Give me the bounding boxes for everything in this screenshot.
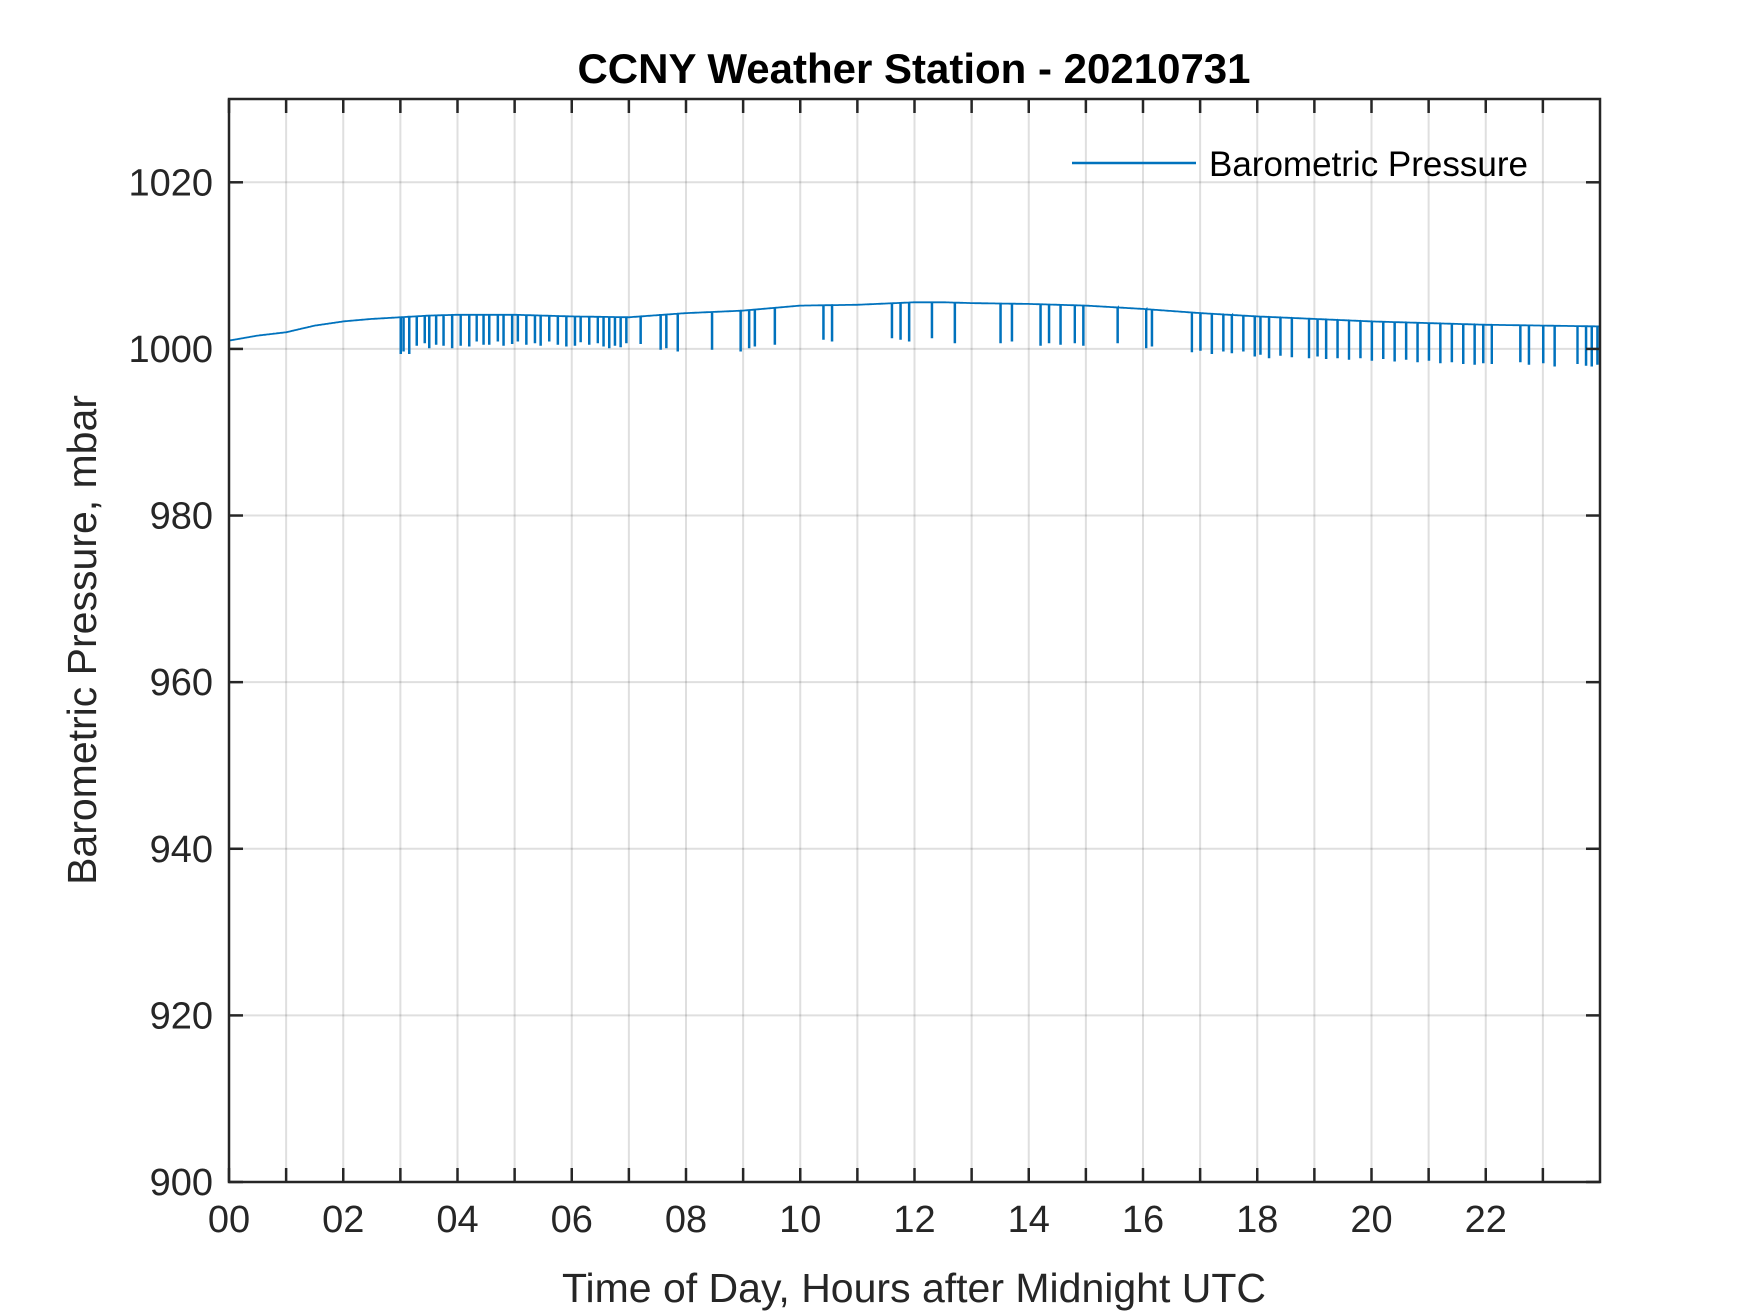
y-tick-label: 940	[150, 829, 213, 871]
y-tick-label: 1020	[128, 162, 213, 204]
tick-layer	[227, 99, 1600, 1184]
x-tick-label: 06	[551, 1199, 593, 1241]
x-tick-label: 22	[1465, 1199, 1507, 1241]
x-axis-title: Time of Day, Hours after Midnight UTC	[562, 1265, 1266, 1311]
x-tick-label: 08	[665, 1199, 707, 1241]
x-tick-label: 04	[436, 1199, 478, 1241]
legend: Barometric Pressure	[1072, 145, 1528, 184]
label-layer: 00 02 04 06 08 10 12 14 16 18 20 22 900 920 940 960 980 1…	[128, 162, 1506, 1241]
x-tick-label: 18	[1236, 1199, 1278, 1241]
data-layer	[228, 301, 1600, 367]
y-tick-label: 960	[150, 662, 213, 704]
x-tick-label: 12	[893, 1199, 935, 1241]
plot-area-background	[229, 99, 1600, 1182]
x-tick-label: 00	[208, 1199, 250, 1241]
x-tick-label: 14	[1008, 1199, 1050, 1241]
chart-title: CCNY Weather Station - 20210731	[577, 45, 1250, 92]
y-tick-label: 920	[150, 995, 213, 1037]
y-tick-label: 980	[150, 496, 213, 538]
x-tick-label: 16	[1122, 1199, 1164, 1241]
x-tick-label: 02	[322, 1199, 364, 1241]
grid-layer	[228, 99, 1600, 1183]
y-tick-label: 900	[150, 1162, 213, 1204]
x-tick-label: 10	[779, 1199, 821, 1241]
y-axis-title: Barometric Pressure, mbar	[59, 395, 105, 885]
y-tick-label: 1000	[128, 329, 213, 371]
legend-label: Barometric Pressure	[1209, 145, 1528, 184]
x-tick-label: 20	[1350, 1199, 1392, 1241]
series-line-barometric-pressure	[228, 301, 1600, 367]
